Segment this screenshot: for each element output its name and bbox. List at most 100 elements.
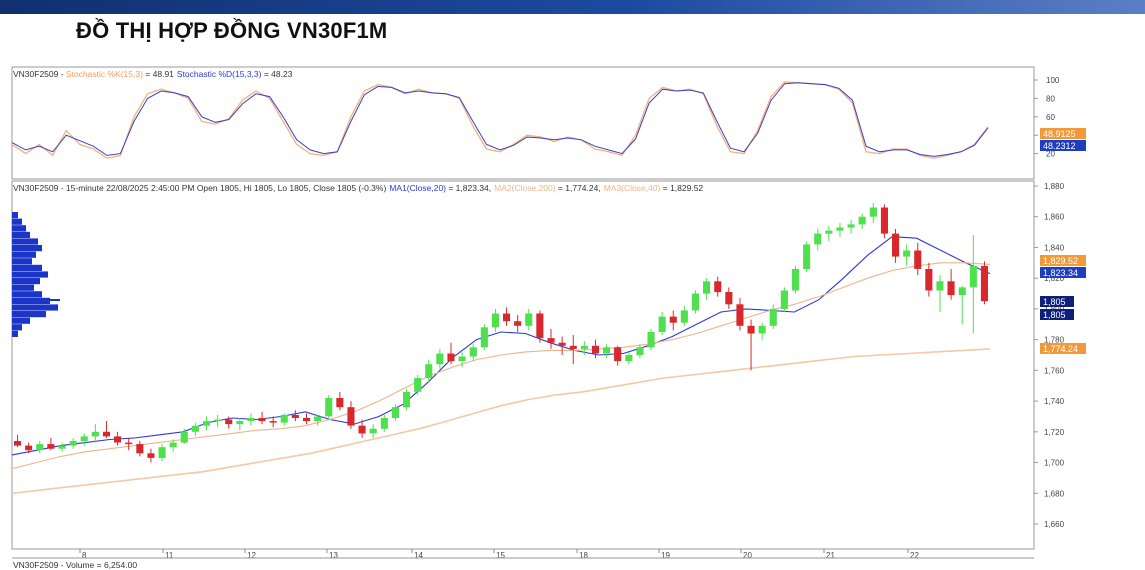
stoch-tick-label: 100 (1046, 76, 1060, 85)
candle (525, 313, 533, 326)
candle (725, 292, 733, 305)
candle (414, 378, 422, 392)
x-tick-label: 21 (826, 551, 835, 560)
candle (847, 224, 855, 228)
price-tick-label: 1,700 (1044, 459, 1065, 468)
x-tick-label: 11 (165, 551, 174, 560)
price-tick-label: 1,820 (1044, 274, 1065, 283)
x-tick-label: 13 (329, 551, 338, 560)
candle (936, 281, 944, 291)
candle (858, 216, 866, 225)
candle (147, 453, 155, 458)
price-header: VN30F2509 - 15-minute 22/08/2025 2:45:00… (13, 183, 703, 193)
volume-header: VN30F2509 - Volume = 6,254.00 (13, 560, 137, 570)
profile-bar (12, 278, 40, 285)
profile-bar (12, 291, 42, 298)
candle (469, 347, 477, 357)
volume-profile (12, 212, 60, 337)
svg-text:1,774.24: 1,774.24 (1043, 344, 1078, 354)
profile-bar (12, 264, 42, 271)
candle (914, 250, 922, 269)
candle (47, 444, 55, 449)
candle (358, 425, 366, 434)
volume-panel: VN30F2509 - Volume = 6,254.00 (12, 557, 1034, 570)
candle (658, 316, 666, 332)
candle (303, 418, 311, 422)
x-tick-label: 15 (496, 551, 505, 560)
profile-bar (12, 311, 46, 318)
candle (225, 419, 233, 425)
candle (336, 398, 344, 408)
candle (480, 327, 488, 348)
x-tick-label: 22 (910, 551, 919, 560)
stoch-tag-k: 48.9125 (1040, 128, 1086, 139)
svg-text:1,823.34: 1,823.34 (1043, 268, 1078, 278)
candle (214, 419, 222, 421)
candle (69, 441, 77, 446)
price-tick-label: 1,860 (1044, 213, 1065, 222)
price-tick-label: 1,720 (1044, 428, 1065, 437)
candle (436, 353, 444, 365)
stoch-tag-d: 48.2312 (1040, 140, 1086, 151)
candle (814, 233, 822, 245)
candle (325, 398, 333, 417)
price-y-axis: 1,8801,8601,8401,8201,8001,7801,7601,740… (1034, 182, 1065, 529)
candle (458, 356, 466, 362)
candle (202, 421, 210, 426)
candle (558, 342, 566, 346)
stoch-tick-label: 80 (1046, 94, 1055, 103)
candle (191, 425, 199, 432)
profile-bar (12, 330, 18, 337)
price-tick-label: 1,740 (1044, 397, 1065, 406)
x-tick-label: 14 (414, 551, 423, 560)
profile-bar (12, 271, 48, 278)
svg-text:48.9125: 48.9125 (1043, 129, 1076, 139)
candle (136, 444, 144, 454)
candle (514, 321, 522, 326)
profile-bar (12, 324, 22, 331)
candle (314, 416, 322, 422)
candle (569, 345, 577, 349)
profile-bar (12, 245, 42, 252)
candle (236, 421, 244, 425)
stoch-d-line (11, 82, 989, 157)
ma3-line (11, 262, 991, 470)
candle (703, 281, 711, 294)
candle (102, 431, 110, 437)
candle (825, 230, 833, 234)
candle (747, 325, 755, 334)
x-tick-label: 20 (743, 551, 752, 560)
candle (280, 414, 288, 423)
candle (869, 207, 877, 217)
x-tick-label: 19 (661, 551, 670, 560)
svg-text:1,829.52: 1,829.52 (1043, 256, 1078, 266)
page-title: ĐỒ THỊ HỢP ĐỒNG VN30F1M (76, 18, 388, 43)
candle (836, 227, 844, 231)
candle (769, 308, 777, 326)
candle (969, 265, 977, 288)
x-axis: 8 11 12 13 14 15 18 19 20 21 22 (79, 549, 919, 560)
price-tag-close: 1,805 1,805 (1040, 296, 1074, 320)
candle (91, 431, 99, 437)
candle (80, 436, 88, 441)
candle (169, 442, 177, 448)
x-tick-label: 8 (82, 551, 87, 560)
profile-bar (12, 238, 38, 245)
ma2-line (11, 348, 991, 495)
candle (647, 332, 655, 348)
candle (114, 436, 122, 443)
candle (536, 313, 544, 339)
stoch-tick-label: 60 (1046, 113, 1055, 122)
candle (158, 447, 166, 458)
candle (180, 431, 188, 443)
candle (347, 407, 355, 426)
svg-text:48.2312: 48.2312 (1043, 141, 1076, 151)
profile-bar (12, 225, 26, 232)
candle (291, 414, 299, 418)
candle (680, 310, 688, 323)
x-tick-label: 12 (247, 551, 256, 560)
stoch-tick-label: 20 (1046, 150, 1055, 159)
header-accent-bar (0, 0, 1145, 14)
candle (614, 347, 622, 362)
